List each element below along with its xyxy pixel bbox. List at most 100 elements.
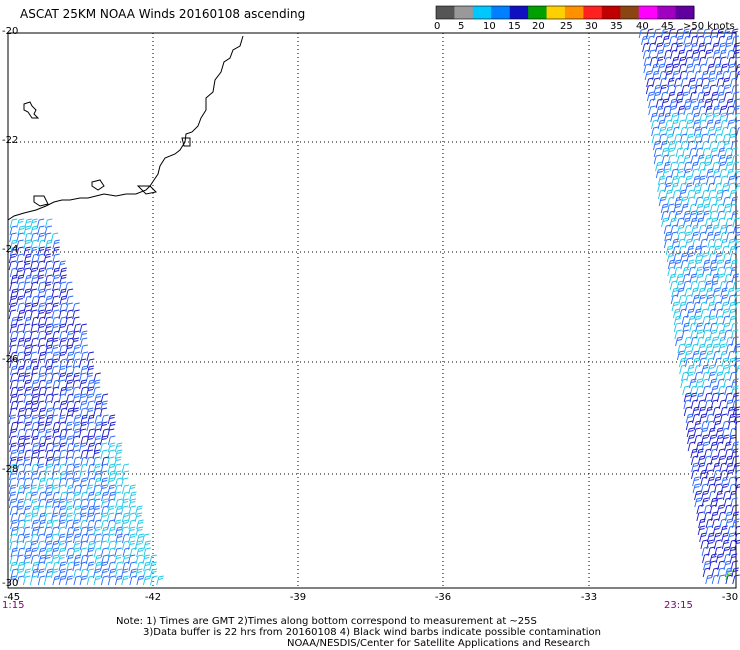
wind-barb bbox=[23, 309, 32, 320]
wind-barb bbox=[52, 561, 60, 572]
wind-barb bbox=[708, 140, 717, 151]
wind-barb bbox=[93, 575, 102, 586]
wind-barb bbox=[697, 42, 706, 53]
wind-barb bbox=[37, 225, 45, 236]
wind-barb bbox=[23, 421, 32, 432]
wind-barb bbox=[684, 287, 692, 298]
wind-barb bbox=[59, 330, 67, 341]
wind-barb bbox=[78, 372, 87, 383]
wind-barb bbox=[94, 554, 102, 565]
wind-barb bbox=[707, 77, 715, 88]
wind-barb bbox=[85, 554, 94, 565]
wind-barb bbox=[683, 35, 691, 46]
wind-barb bbox=[24, 428, 32, 439]
wind-barb bbox=[696, 511, 704, 522]
wind-barb bbox=[87, 414, 95, 425]
wind-barb bbox=[655, 98, 664, 109]
wind-barb bbox=[711, 567, 719, 578]
wind-barb bbox=[682, 273, 690, 284]
wind-barb bbox=[694, 497, 702, 508]
wind-barb bbox=[9, 554, 18, 565]
wind-barb bbox=[682, 385, 690, 396]
wind-barb bbox=[64, 386, 73, 397]
wind-barb bbox=[661, 217, 669, 228]
wind-barb bbox=[16, 442, 25, 453]
wind-barb bbox=[128, 498, 137, 509]
wind-barb bbox=[676, 287, 685, 298]
wind-barb bbox=[16, 246, 24, 257]
wind-barb bbox=[660, 140, 668, 151]
wind-barb bbox=[31, 561, 40, 572]
wind-barb bbox=[675, 28, 683, 39]
wind-barb bbox=[709, 322, 718, 333]
wind-barb bbox=[693, 133, 702, 144]
wind-barb bbox=[705, 294, 714, 305]
legend-swatch bbox=[565, 6, 584, 19]
wind-barb bbox=[107, 575, 116, 586]
wind-barb bbox=[679, 133, 688, 144]
wind-barb bbox=[128, 519, 136, 530]
wind-barb bbox=[727, 182, 736, 193]
wind-barb bbox=[683, 168, 691, 179]
wind-barb bbox=[687, 441, 696, 452]
wind-barb bbox=[100, 547, 109, 558]
wind-barb bbox=[22, 498, 31, 509]
wind-barb bbox=[732, 42, 740, 53]
wind-barb bbox=[86, 386, 94, 397]
wind-barb bbox=[37, 344, 46, 355]
wind-barb bbox=[86, 470, 95, 481]
wind-barb bbox=[37, 267, 45, 278]
wind-barb bbox=[735, 183, 740, 193]
wind-barb bbox=[670, 294, 679, 305]
wind-barb bbox=[710, 336, 719, 347]
wind-barb bbox=[697, 98, 705, 109]
wind-barb bbox=[683, 105, 691, 116]
wind-barb bbox=[64, 456, 73, 467]
wind-barb bbox=[684, 112, 693, 123]
wind-barb bbox=[682, 28, 690, 39]
wind-barb bbox=[698, 161, 706, 172]
wind-barb bbox=[136, 575, 144, 586]
wind-barb bbox=[700, 427, 708, 438]
wind-barb bbox=[668, 35, 677, 46]
wind-barb bbox=[691, 49, 699, 60]
wind-barb bbox=[678, 357, 687, 368]
wind-barb bbox=[696, 91, 705, 102]
wind-barb bbox=[711, 273, 720, 284]
wind-barb bbox=[661, 154, 670, 165]
wind-barb bbox=[92, 505, 101, 516]
wind-barb bbox=[673, 315, 682, 326]
wind-barb bbox=[44, 323, 53, 334]
wind-barb bbox=[114, 568, 123, 579]
wind-barb bbox=[30, 274, 39, 285]
wind-barb bbox=[92, 386, 101, 397]
wind-barb bbox=[121, 519, 129, 530]
wind-barb bbox=[106, 477, 115, 488]
wind-barb bbox=[72, 393, 81, 404]
wind-barb bbox=[80, 435, 88, 446]
wind-barb bbox=[702, 567, 711, 578]
wind-barb bbox=[36, 533, 45, 544]
wind-barb bbox=[726, 105, 734, 116]
wind-barb bbox=[690, 336, 698, 347]
wind-barb bbox=[17, 512, 25, 523]
wind-barb bbox=[710, 392, 719, 403]
wind-barb bbox=[667, 259, 676, 270]
wind-barb bbox=[683, 343, 692, 354]
wind-barb bbox=[670, 112, 679, 123]
legend-swatch bbox=[454, 6, 474, 19]
wind-barb bbox=[671, 238, 680, 249]
wind-barb bbox=[150, 575, 158, 586]
wind-barb bbox=[113, 491, 122, 502]
wind-barb bbox=[713, 476, 722, 487]
wind-barb bbox=[10, 526, 19, 537]
wind-barb bbox=[694, 364, 702, 375]
wind-barb bbox=[44, 295, 53, 306]
lat-label-30: -30 bbox=[2, 578, 19, 589]
wind-barb bbox=[722, 252, 731, 263]
wind-barb bbox=[52, 428, 60, 439]
wind-barb bbox=[86, 400, 94, 411]
wind-barb bbox=[691, 350, 700, 361]
wind-barb bbox=[656, 49, 664, 60]
wind-barb bbox=[93, 470, 102, 481]
